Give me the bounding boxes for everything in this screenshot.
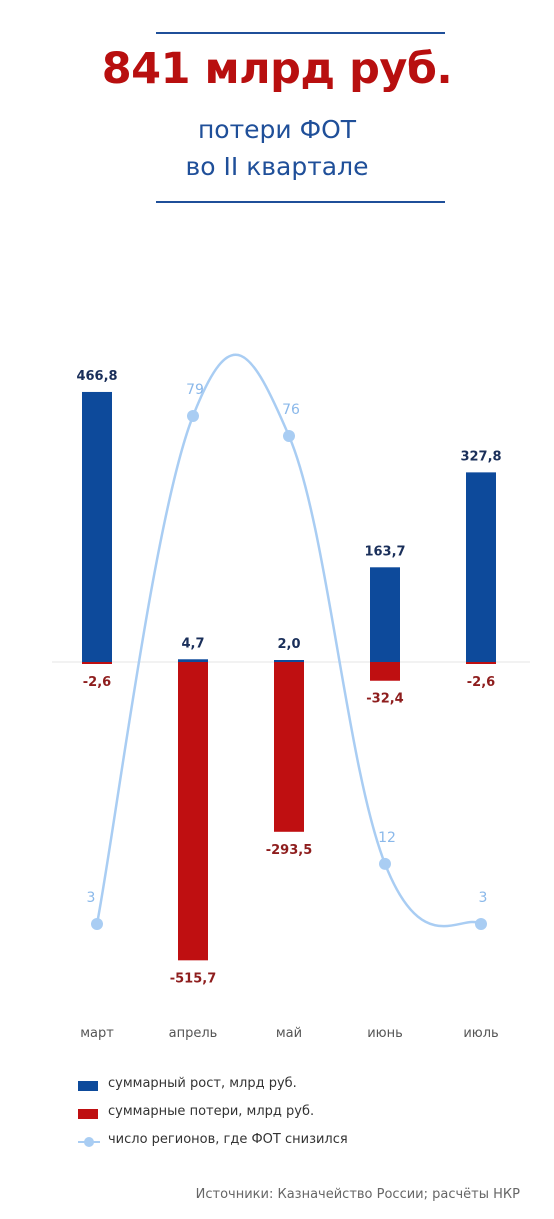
growth-bar-0	[82, 391, 112, 662]
regions-point-3	[379, 857, 391, 870]
regions-point-2	[283, 430, 295, 443]
category-label-1: апрель	[169, 1026, 218, 1041]
growth-bar-4	[466, 472, 496, 662]
growth-value-label-4: 327,8	[460, 449, 501, 464]
chart: 466,8 -2,6 март 4,7 -515,7 апрель 2,0 -293,5 май…	[52, 353, 530, 1041]
source-note: Источники: Казначейство России; расчёты …	[195, 1187, 520, 1202]
regions-point-1	[187, 410, 199, 422]
regions-value-label-4: 3	[479, 890, 488, 906]
legend-swatch-losses	[78, 1109, 98, 1119]
loss-value-label-1: -515,7	[170, 971, 217, 986]
growth-value-label-2: 2,0	[277, 637, 300, 652]
legend-swatch-growth	[78, 1081, 98, 1091]
growth-bar-2	[274, 660, 304, 662]
regions-value-label-0: 3	[87, 890, 96, 906]
top-rule	[156, 32, 445, 34]
growth-bar-3	[370, 567, 400, 662]
legend-label-growth: суммарный рост, млрд руб.	[108, 1076, 297, 1091]
subtitle-line-1: потери ФОТ	[197, 115, 357, 144]
loss-bar-3	[370, 662, 400, 681]
growth-value-label-1: 4,7	[181, 636, 204, 651]
regions-value-label-2: 76	[282, 402, 300, 418]
category-label-3: июнь	[367, 1026, 403, 1041]
regions-value-label-3: 12	[378, 830, 396, 846]
category-label-2: май	[276, 1026, 302, 1041]
legend-dot-regions	[84, 1137, 94, 1147]
legend-label-losses: суммарные потери, млрд руб.	[108, 1104, 315, 1119]
loss-value-label-2: -293,5	[266, 843, 313, 858]
regions-line	[95, 353, 482, 928]
growth-value-label-3: 163,7	[364, 544, 405, 559]
regions-point-0	[91, 918, 103, 930]
growth-bar-1	[178, 659, 208, 662]
regions-point-4	[475, 918, 487, 930]
category-label-0: март	[80, 1026, 114, 1041]
loss-value-label-3: -32,4	[366, 692, 403, 707]
headline: 841 млрд руб.	[101, 44, 453, 94]
loss-value-label-0: -2,6	[83, 675, 111, 690]
subtitle-line-2: во II квартале	[185, 152, 369, 181]
loss-bar-4	[466, 662, 496, 664]
legend-label-regions: число регионов, где ФОТ снизился	[108, 1132, 348, 1147]
regions-value-label-1: 79	[186, 382, 204, 398]
bottom-rule	[156, 201, 445, 203]
loss-bar-2	[274, 662, 304, 832]
growth-value-label-0: 466,8	[76, 369, 117, 384]
loss-bar-1	[178, 662, 208, 961]
loss-value-label-4: -2,6	[467, 675, 495, 690]
category-label-4: июль	[463, 1026, 498, 1041]
loss-bar-0	[82, 662, 112, 664]
